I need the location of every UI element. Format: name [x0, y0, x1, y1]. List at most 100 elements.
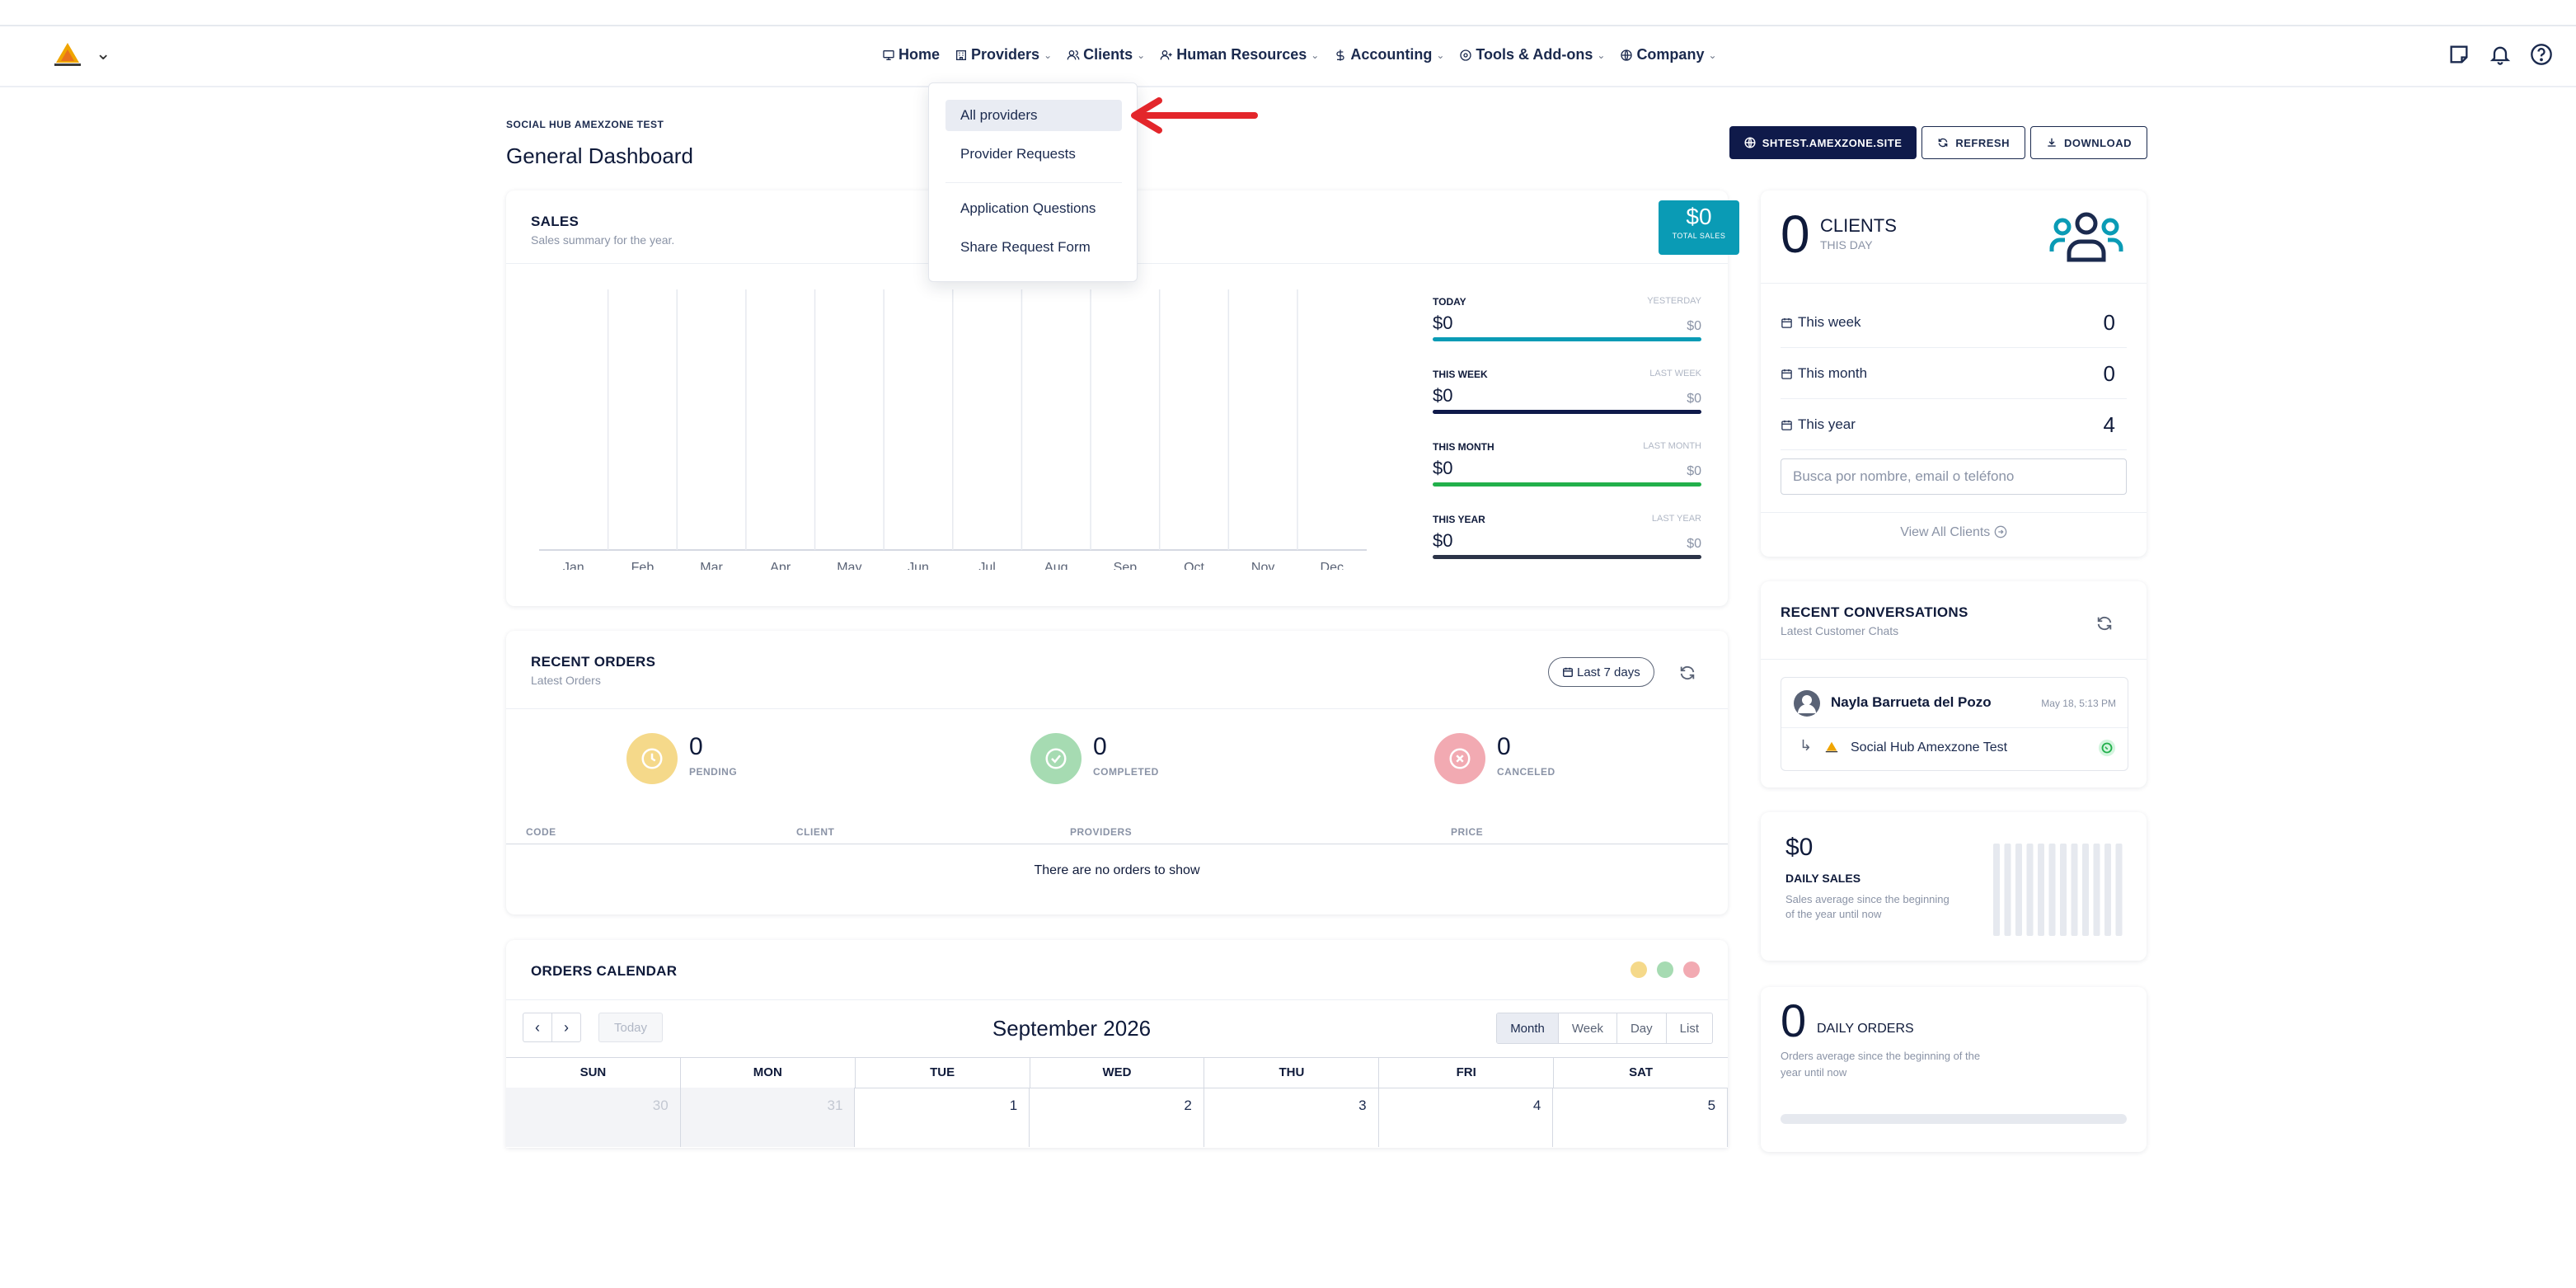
- view-month-button[interactable]: Month: [1497, 1013, 1559, 1043]
- sparkline-bar: [2082, 844, 2089, 936]
- nav-home[interactable]: Home: [882, 46, 940, 63]
- weekday-header: SUN MON TUE WED THU FRI SAT: [506, 1057, 1728, 1088]
- sparkline-bar: [2104, 844, 2111, 936]
- stat-label: THIS MONTH: [1433, 441, 1494, 453]
- page-title: General Dashboard: [506, 143, 693, 168]
- conversation-contact-name: Nayla Barrueta del Pozo: [1831, 694, 1992, 710]
- refresh-button[interactable]: REFRESH: [1921, 126, 2025, 159]
- clients-label: CLIENTS: [1820, 215, 1897, 236]
- calendar-day-cell[interactable]: 2: [1030, 1088, 1204, 1147]
- x-tick-label: Nov: [1251, 561, 1274, 570]
- stat-prev-value: $0: [1687, 537, 1701, 551]
- calendar-day-cell[interactable]: 5: [1553, 1088, 1729, 1147]
- view-list-button[interactable]: List: [1679, 1021, 1699, 1036]
- nav-right-icons: [2447, 43, 2553, 66]
- view-week-button[interactable]: Week: [1559, 1013, 1617, 1043]
- calendar-day-cell[interactable]: 31: [680, 1088, 856, 1147]
- stat-value: $0: [1433, 385, 1453, 406]
- nav-label: Home: [899, 46, 941, 63]
- chevron-down-icon[interactable]: ⌄: [96, 43, 111, 63]
- breadcrumb: SOCIAL HUB AMEXZONE TEST: [506, 119, 664, 130]
- period-filter-button[interactable]: Last 7 days: [1548, 657, 1654, 687]
- weekday-sun: SUN: [506, 1058, 681, 1088]
- calendar-day-cell[interactable]: 1: [855, 1088, 1030, 1147]
- view-all-clients-link[interactable]: View All Clients: [1761, 525, 2147, 540]
- nav-clients[interactable]: Clients ⌄: [1067, 46, 1145, 63]
- daily-orders-label: DAILY ORDERS: [1817, 1022, 1914, 1036]
- daily-orders-description-1: Orders average since the beginning of th…: [1781, 1050, 1981, 1062]
- next-month-button[interactable]: ›: [551, 1013, 581, 1042]
- sparkline-bar: [2004, 844, 2011, 936]
- calendar-icon: [1781, 420, 1792, 430]
- nav-providers[interactable]: Providers ⌄: [955, 46, 1052, 63]
- clients-row-label: This year: [1798, 416, 1856, 432]
- note-icon[interactable]: [2447, 43, 2470, 66]
- x-tick-label: Jan: [563, 561, 584, 570]
- building-icon: [956, 49, 967, 60]
- menu-item-application-questions[interactable]: Application Questions: [960, 200, 1096, 216]
- providers-dropdown: All providers Provider Requests Applicat…: [928, 82, 1138, 282]
- daily-sales-value: $0: [1785, 834, 1814, 861]
- canceled-label: CANCELED: [1497, 766, 1555, 778]
- sales-stat-today: TODAY YESTERDAY $0 $0: [1433, 296, 1701, 341]
- conversation-item[interactable]: Nayla Barrueta del Pozo May 18, 5:13 PM …: [1781, 677, 2128, 771]
- clients-row-this-week: This week 0: [1781, 298, 2127, 348]
- nav-label: Accounting: [1350, 46, 1433, 63]
- period-filter-label: Last 7 days: [1577, 665, 1640, 679]
- calendar-day-cell[interactable]: 30: [506, 1088, 681, 1147]
- calendar-icon: [1781, 369, 1792, 379]
- globe-icon: [1744, 137, 1756, 148]
- sparkline-bar: [2115, 844, 2123, 936]
- nav-label: Company: [1636, 46, 1705, 63]
- nav-accounting[interactable]: Accounting ⌄: [1334, 46, 1444, 63]
- calendar-day-cell[interactable]: 3: [1204, 1088, 1379, 1147]
- clients-footer-divider: [1761, 512, 2147, 513]
- orders-empty-message: There are no orders to show: [1034, 863, 1200, 877]
- sparkline-bar: [2048, 844, 2056, 936]
- daily-sales-description-2: of the year until now: [1785, 908, 1882, 920]
- download-button-label: DOWNLOAD: [2064, 136, 2132, 149]
- nav-tools-add-ons[interactable]: Tools & Add-ons ⌄: [1459, 46, 1605, 63]
- site-button-label: SHTEST.AMEXZONE.SITE: [1762, 136, 1903, 149]
- column-providers[interactable]: PROVIDERS: [1070, 826, 1133, 838]
- column-price[interactable]: PRICE: [1451, 826, 1484, 838]
- channel-logo: [1825, 741, 1838, 753]
- bell-icon[interactable]: [2489, 43, 2512, 66]
- download-button[interactable]: DOWNLOAD: [2030, 126, 2147, 159]
- main-nav: Home Providers ⌄ Clients ⌄ Human Resources ⌄ Ac…: [882, 46, 1732, 63]
- today-button[interactable]: Today: [598, 1013, 663, 1042]
- nav-human-resources[interactable]: Human Resources ⌄: [1160, 46, 1319, 63]
- chevron-down-icon: ⌄: [1044, 49, 1053, 61]
- view-day-button[interactable]: Day: [1617, 1013, 1667, 1043]
- x-tick-label: Oct: [1184, 561, 1204, 570]
- chevron-down-icon: ⌄: [1436, 49, 1445, 61]
- sparkline-bar: [2093, 844, 2100, 936]
- nav-company[interactable]: Company ⌄: [1620, 46, 1717, 63]
- orders-divider: [506, 708, 1728, 709]
- column-code[interactable]: CODE: [526, 826, 556, 838]
- daily-sales-sparkline: [1993, 844, 2123, 936]
- tools-icon: [1460, 49, 1472, 61]
- calendar-day-cell[interactable]: 4: [1379, 1088, 1554, 1147]
- help-icon[interactable]: [2530, 43, 2553, 66]
- menu-item-share-request-form[interactable]: Share Request Form: [960, 239, 1091, 255]
- client-search-input[interactable]: [1781, 458, 2127, 495]
- calendar-month-title: September 2026: [992, 1016, 1152, 1041]
- menu-item-provider-requests[interactable]: Provider Requests: [960, 146, 1076, 162]
- conversation-time: May 18, 5:13 PM: [2041, 698, 2116, 709]
- x-tick-label: Jul: [978, 561, 995, 570]
- pending-status-icon: [626, 733, 678, 784]
- column-client[interactable]: CLIENT: [796, 826, 835, 838]
- stat-bar: [1433, 410, 1701, 414]
- orders-title: RECENT ORDERS: [531, 654, 656, 670]
- calendar-view-switcher: Month Week Day List: [1496, 1013, 1713, 1044]
- menu-item-all-providers[interactable]: All providers: [945, 100, 1122, 131]
- orders-refresh-icon[interactable]: [1678, 664, 1696, 682]
- conversations-title: RECENT CONVERSATIONS: [1781, 604, 1968, 620]
- conversations-refresh-icon[interactable]: [2095, 614, 2114, 632]
- company-logo[interactable]: [51, 41, 84, 68]
- stat-prev-label: LAST YEAR: [1651, 514, 1701, 524]
- site-button[interactable]: SHTEST.AMEXZONE.SITE: [1729, 126, 1917, 159]
- daily-sales-description-1: Sales average since the beginning: [1785, 893, 1950, 905]
- stat-bar: [1433, 337, 1701, 341]
